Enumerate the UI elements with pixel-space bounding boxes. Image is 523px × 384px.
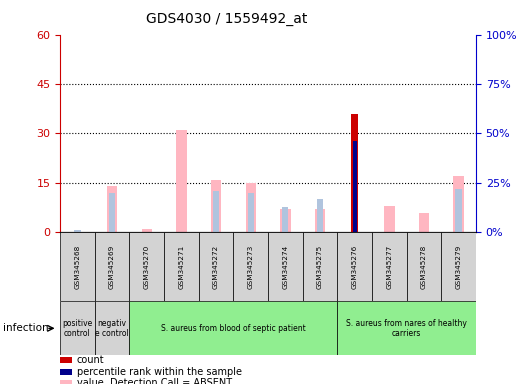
Text: percentile rank within the sample: percentile rank within the sample	[77, 367, 242, 377]
Bar	[164, 232, 199, 301]
Bar	[60, 301, 95, 355]
Bar	[303, 232, 337, 301]
Bar	[353, 141, 357, 232]
Bar	[407, 232, 441, 301]
Text: GSM345274: GSM345274	[282, 245, 288, 289]
Bar	[384, 206, 394, 232]
Bar	[351, 114, 358, 232]
Text: GSM345279: GSM345279	[456, 245, 462, 289]
Bar	[211, 180, 221, 232]
Bar	[419, 213, 429, 232]
Text: GSM345272: GSM345272	[213, 245, 219, 289]
Text: GSM345270: GSM345270	[144, 245, 150, 289]
Bar	[233, 232, 268, 301]
Text: GSM345278: GSM345278	[421, 245, 427, 289]
Bar	[247, 193, 254, 232]
Text: GDS4030 / 1559492_at: GDS4030 / 1559492_at	[146, 12, 307, 25]
Bar	[109, 193, 115, 232]
Bar	[372, 232, 407, 301]
Bar	[456, 189, 462, 232]
Bar	[282, 207, 289, 232]
Bar	[337, 301, 476, 355]
Bar	[317, 199, 323, 232]
Text: infection: infection	[3, 323, 48, 333]
Bar	[337, 232, 372, 301]
Text: GSM345277: GSM345277	[386, 245, 392, 289]
Text: value, Detection Call = ABSENT: value, Detection Call = ABSENT	[77, 378, 232, 384]
Bar	[199, 232, 233, 301]
Bar	[95, 232, 129, 301]
Text: GSM345275: GSM345275	[317, 245, 323, 289]
Text: S. aureus from nares of healthy
carriers: S. aureus from nares of healthy carriers	[346, 319, 467, 338]
Bar	[60, 232, 95, 301]
Bar	[107, 186, 117, 232]
Text: S. aureus from blood of septic patient: S. aureus from blood of septic patient	[161, 324, 306, 333]
Bar	[453, 176, 464, 232]
Bar	[129, 232, 164, 301]
Text: negativ
e control: negativ e control	[95, 319, 129, 338]
Bar	[142, 229, 152, 232]
Bar	[129, 301, 337, 355]
Bar	[245, 183, 256, 232]
Bar	[95, 301, 129, 355]
Text: GSM345271: GSM345271	[178, 245, 185, 289]
Bar	[268, 232, 303, 301]
Bar	[315, 209, 325, 232]
Bar	[213, 191, 219, 232]
Text: GSM345276: GSM345276	[351, 245, 358, 289]
Bar	[176, 130, 187, 232]
Bar	[441, 232, 476, 301]
Bar	[74, 230, 81, 232]
Text: GSM345268: GSM345268	[74, 245, 81, 289]
Bar	[280, 209, 291, 232]
Text: positive
control: positive control	[62, 319, 93, 338]
Text: GSM345273: GSM345273	[248, 245, 254, 289]
Text: count: count	[77, 355, 105, 365]
Text: GSM345269: GSM345269	[109, 245, 115, 289]
